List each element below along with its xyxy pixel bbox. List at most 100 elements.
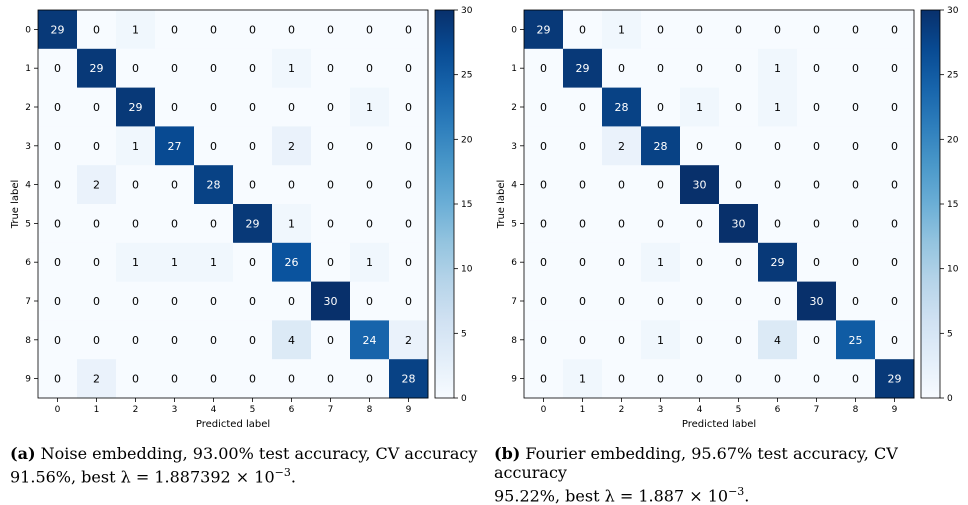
cell-value-a-8-3: 0 xyxy=(171,334,178,347)
cell-value-a-5-4: 0 xyxy=(210,217,217,230)
heatmap-cell-b-3-5 xyxy=(719,126,759,166)
heatmap-cell-a-0-9 xyxy=(389,10,429,50)
cell-value-b-0-9: 0 xyxy=(891,23,898,36)
heatmap-cell-a-8-5 xyxy=(233,320,273,360)
heatmap-cell-b-7-8 xyxy=(836,281,876,321)
caption-b-exponent: −3 xyxy=(728,485,745,498)
cell-value-b-4-9: 0 xyxy=(891,179,898,192)
x-tick-label-a-2: 2 xyxy=(133,405,139,415)
cell-value-a-1-3: 0 xyxy=(171,62,178,75)
cell-value-a-9-9: 28 xyxy=(402,373,416,386)
cell-value-a-4-9: 0 xyxy=(405,179,412,192)
cell-value-a-0-0: 29 xyxy=(51,23,65,36)
heatmap-cell-b-7-9 xyxy=(875,281,915,321)
colorbar-tick-label-a-4: 20 xyxy=(461,135,473,145)
heatmap-cell-a-6-4 xyxy=(194,242,234,283)
heatmap-cell-b-5-0 xyxy=(524,204,564,244)
heatmap-cell-b-0-5 xyxy=(719,10,759,50)
heatmap-cell-b-0-9 xyxy=(875,10,915,50)
x-tick-label-b-3: 3 xyxy=(658,405,664,415)
heatmap-cell-a-1-1 xyxy=(77,48,117,89)
cell-value-b-1-6: 1 xyxy=(774,62,781,75)
cell-value-b-2-7: 0 xyxy=(813,101,820,114)
heatmap-cell-a-6-9 xyxy=(389,242,429,283)
cell-value-a-4-1: 2 xyxy=(93,179,100,192)
heatmap-cell-a-4-9 xyxy=(389,165,429,205)
heatmap-cell-a-7-7 xyxy=(311,281,351,321)
heatmap-cell-a-1-2 xyxy=(116,48,156,89)
y-tick-label-a-8: 8 xyxy=(25,336,31,346)
cell-value-b-8-5: 0 xyxy=(735,334,742,347)
heatmap-cell-b-9-6 xyxy=(758,359,798,399)
cell-value-a-3-2: 1 xyxy=(132,140,139,153)
heatmap-cell-b-9-5 xyxy=(719,359,759,399)
cell-value-a-6-9: 0 xyxy=(405,256,412,269)
heatmap-cell-b-4-8 xyxy=(836,165,876,205)
heatmap-cell-b-9-7 xyxy=(797,359,837,399)
cell-value-b-5-9: 0 xyxy=(891,217,898,230)
heatmap-cell-a-1-8 xyxy=(350,48,390,89)
colorbar-tick-label-b-1: 5 xyxy=(947,329,953,339)
heatmap-cell-b-4-0 xyxy=(524,165,564,205)
cell-value-b-5-3: 0 xyxy=(657,217,664,230)
x-tick-label-b-9: 9 xyxy=(892,405,898,415)
cell-value-a-8-6: 4 xyxy=(288,334,295,347)
cell-value-a-2-6: 0 xyxy=(288,101,295,114)
heatmap-cell-b-2-1 xyxy=(563,87,603,127)
cell-value-b-8-1: 0 xyxy=(579,334,586,347)
cell-value-a-3-6: 2 xyxy=(288,140,295,153)
cell-value-b-1-3: 0 xyxy=(657,62,664,75)
caption-b-line2: 95.22%, best λ = 1.887 × 10 xyxy=(494,486,729,505)
heatmap-cell-b-1-3 xyxy=(641,48,681,89)
heatmap-cell-a-4-4 xyxy=(194,165,234,205)
heatmap-cell-a-3-5 xyxy=(233,126,273,166)
heatmap-cell-a-9-1 xyxy=(77,359,117,399)
cell-value-a-8-4: 0 xyxy=(210,334,217,347)
heatmap-cell-a-5-1 xyxy=(77,204,117,244)
cell-value-a-0-7: 0 xyxy=(327,23,334,36)
heatmap-cell-a-6-5 xyxy=(233,242,273,283)
heatmap-cell-a-2-7 xyxy=(311,87,351,127)
cell-value-b-9-9: 29 xyxy=(888,373,902,386)
heatmap-cell-a-3-3 xyxy=(155,126,195,166)
cell-value-b-3-3: 28 xyxy=(654,140,668,153)
cell-value-a-8-9: 2 xyxy=(405,334,412,347)
heatmap-cell-b-1-0 xyxy=(524,48,564,89)
heatmap-cell-b-0-1 xyxy=(563,10,603,50)
heatmap-cell-b-3-6 xyxy=(758,126,798,166)
cell-value-a-8-7: 0 xyxy=(327,334,334,347)
cell-value-b-0-6: 0 xyxy=(774,23,781,36)
cell-value-a-7-7: 30 xyxy=(324,295,338,308)
cell-value-a-5-8: 0 xyxy=(366,217,373,230)
y-axis-label-b: True label xyxy=(496,180,507,230)
cell-value-b-2-1: 0 xyxy=(579,101,586,114)
cell-value-a-3-4: 0 xyxy=(210,140,217,153)
heatmap-cell-b-9-0 xyxy=(524,359,564,399)
heatmap-cell-a-8-4 xyxy=(194,320,234,360)
cell-value-b-3-5: 0 xyxy=(735,140,742,153)
heatmap-cell-b-2-7 xyxy=(797,87,837,127)
heatmap-cell-a-6-8 xyxy=(350,242,390,283)
cell-value-a-9-8: 0 xyxy=(366,373,373,386)
x-tick-label-b-1: 1 xyxy=(580,405,586,415)
cell-value-b-7-4: 0 xyxy=(696,295,703,308)
cell-value-b-8-7: 0 xyxy=(813,334,820,347)
cell-value-b-5-0: 0 xyxy=(540,217,547,230)
cell-value-a-6-7: 0 xyxy=(327,256,334,269)
heatmap-cell-b-0-3 xyxy=(641,10,681,50)
y-tick-label-b-1: 1 xyxy=(511,64,517,74)
cell-value-a-3-1: 0 xyxy=(93,140,100,153)
cell-value-b-6-7: 0 xyxy=(813,256,820,269)
caption-a-line1: Noise embedding, 93.00% test accuracy, C… xyxy=(40,444,478,463)
heatmap-cell-b-6-3 xyxy=(641,242,681,283)
cell-value-a-2-7: 0 xyxy=(327,101,334,114)
cell-value-b-6-8: 0 xyxy=(852,256,859,269)
colorbar-b xyxy=(920,9,941,399)
cell-value-a-7-8: 0 xyxy=(366,295,373,308)
cell-value-a-1-0: 0 xyxy=(54,62,61,75)
colorbar-tick-label-b-3: 15 xyxy=(947,200,958,210)
heatmap-cell-b-7-2 xyxy=(602,281,642,321)
cell-value-b-3-8: 0 xyxy=(852,140,859,153)
heatmap-cell-a-7-5 xyxy=(233,281,273,321)
y-tick-label-b-8: 8 xyxy=(511,336,517,346)
